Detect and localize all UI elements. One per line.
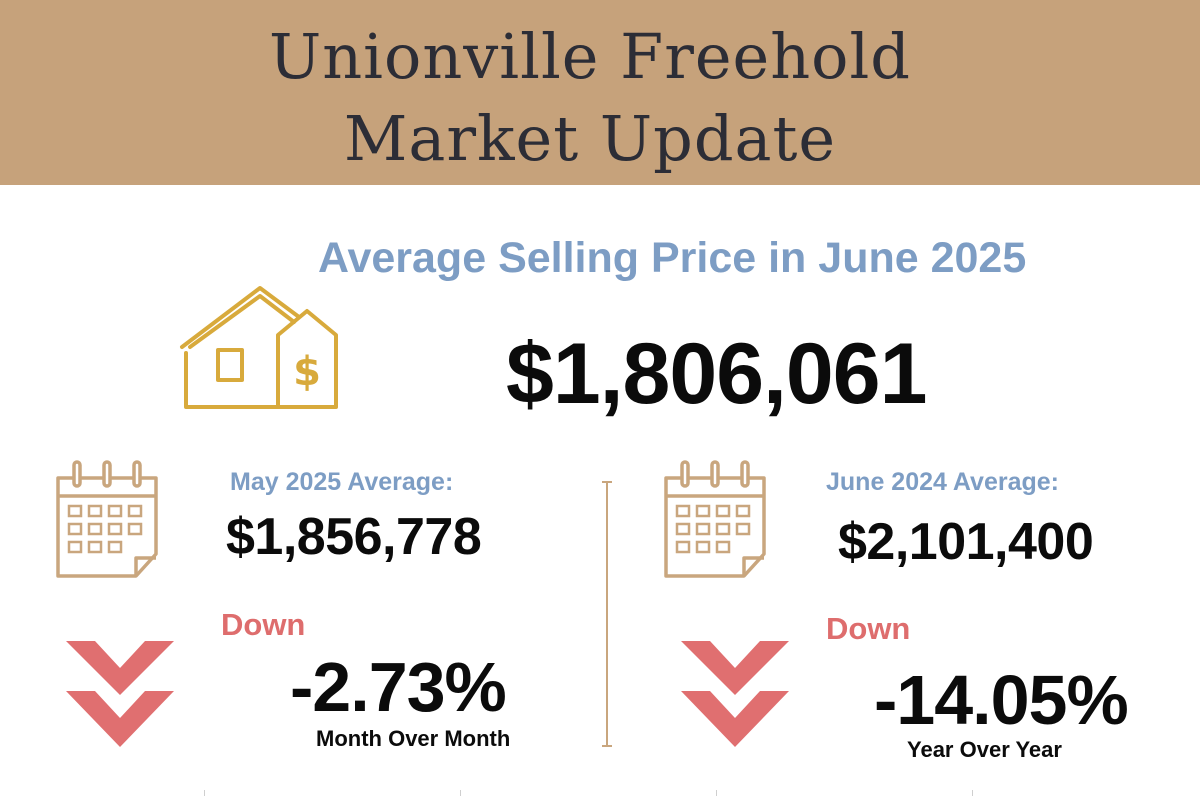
column-divider <box>602 481 612 747</box>
may-average-label: May 2025 Average: <box>230 468 454 496</box>
mom-change-percent: -2.73% <box>290 648 507 726</box>
house-dollar-icon: $ <box>180 286 338 409</box>
yoy-direction-label: Down <box>826 611 911 646</box>
june-2024-average-value: $2,101,400 <box>838 513 1094 571</box>
headline-label: Average Selling Price in June 2025 <box>318 234 1027 282</box>
double-chevron-down-icon-right <box>681 641 789 747</box>
mom-direction-label: Down <box>221 607 306 642</box>
calendar-icon-june <box>664 460 766 578</box>
svg-text:$: $ <box>293 349 321 395</box>
header-banner: Unionville Freehold Market Update <box>0 0 1200 185</box>
may-average-value: $1,856,778 <box>226 508 482 566</box>
average-price-value: $1,806,061 <box>506 326 927 422</box>
page-title-line-2: Market Update <box>343 102 837 175</box>
yoy-change-percent: -14.05% <box>874 661 1129 739</box>
yoy-period-label: Year Over Year <box>907 737 1062 762</box>
bottom-tick <box>716 790 717 796</box>
bottom-tick <box>460 790 461 796</box>
double-chevron-down-icon-left <box>66 641 174 747</box>
calendar-icon-may <box>56 460 158 578</box>
bottom-tick <box>204 790 205 796</box>
bottom-tick <box>972 790 973 796</box>
june-2024-average-label: June 2024 Average: <box>826 468 1059 496</box>
mom-period-label: Month Over Month <box>316 726 511 751</box>
page-title-line-1: Unionville Freehold <box>269 20 911 93</box>
